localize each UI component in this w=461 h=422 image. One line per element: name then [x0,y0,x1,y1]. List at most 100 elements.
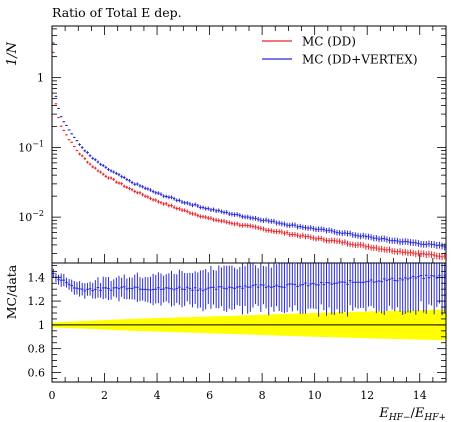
ratio-point [70,279,74,292]
data-point-mc-dd-vertex [406,238,410,246]
data-point-mc-dd [54,103,58,105]
ratio-point [196,272,200,309]
data-point-mc-dd [270,228,273,234]
ratio-point [125,278,129,300]
data-point-mc-dd-vertex [293,222,297,228]
data-point-mc-dd-vertex [414,239,418,247]
data-point-mc-dd [359,241,362,248]
ratio-point [325,263,328,316]
data-point-mc-dd [438,252,441,260]
data-point-mc-dd-vertex [162,194,165,198]
ratio-point [62,274,66,287]
ratio-point [128,277,131,300]
ratio-point [369,263,373,307]
data-point-mc-dd [396,248,399,256]
data-point-mc-dd-vertex [385,236,389,243]
ratio-point [73,281,76,295]
data-point-mc-dd-vertex [225,210,228,215]
data-point-mc-dd-vertex [201,205,205,210]
data-point-mc-dd-vertex [96,160,100,164]
x-tick-label: 6 [206,389,213,402]
data-point-mc-dd-vertex [217,208,221,213]
data-point-mc-dd-vertex [178,198,181,203]
data-point-mc-dd [351,241,355,248]
data-point-mc-dd-vertex [157,191,160,195]
ratio-point [314,263,318,310]
data-point-mc-dd-vertex [193,202,197,207]
ratio-point [283,263,286,314]
ratio-point [86,282,89,296]
data-point-mc-dd [424,251,428,258]
ratio-point [136,272,139,303]
data-point-mc-dd [338,238,341,245]
data-point-mc-dd [251,224,255,229]
ratio-point [406,263,410,313]
data-point-mc-dd-vertex [343,230,347,236]
ratio-point [285,263,289,313]
data-point-mc-dd-vertex [209,207,213,212]
data-point-mc-dd-vertex [138,184,142,188]
data-point-mc-dd [267,227,271,233]
data-point-mc-dd-vertex [422,241,425,248]
data-point-mc-dd-vertex [88,154,92,158]
data-point-mc-dd-vertex [283,221,286,227]
data-point-mc-dd [369,244,373,251]
ratio-point [138,277,142,302]
ratio-point [393,263,397,312]
ratio-point [172,274,176,306]
data-point-mc-dd [70,141,74,143]
data-point-mc-dd-vertex [136,182,139,186]
data-point-mc-dd [222,218,226,224]
data-point-mc-dd-vertex [435,242,439,249]
data-point-mc-dd-vertex [256,216,260,222]
data-point-mc-dd [256,225,260,231]
ratio-point [115,277,118,298]
data-point-mc-dd [377,245,381,253]
data-point-mc-dd-vertex [120,175,123,179]
ratio-data-markers [52,263,446,317]
data-point-mc-dd [125,185,129,189]
ratio-point [180,271,184,308]
data-point-mc-dd-vertex [411,239,415,246]
ratio-point [67,278,71,290]
ratio-point [293,263,297,306]
data-point-mc-dd [80,154,84,158]
y-tick-label: 1.2 [28,295,46,308]
data-point-mc-dd-vertex [272,218,276,224]
data-point-mc-dd [422,250,425,258]
data-point-mc-dd-vertex [298,223,302,230]
data-point-mc-dd-vertex [70,133,74,135]
data-point-mc-dd [149,196,152,201]
y-tick-label: 1.4 [28,271,46,284]
data-point-mc-dd [120,182,123,186]
ratio-point [191,273,194,308]
data-point-mc-dd-vertex [83,149,87,153]
data-point-mc-dd-vertex [206,206,210,211]
data-point-mc-dd [398,248,402,255]
ratio-point [312,263,315,309]
ratio-point [94,280,97,299]
data-point-mc-dd [249,223,252,229]
ratio-point [259,263,263,312]
y-tick-label: 10−2 [18,209,44,224]
data-point-mc-dd-vertex [251,215,255,221]
legend-label-mc-dd: MC (DD) [302,35,356,49]
data-point-mc-dd-vertex [196,203,200,208]
data-point-mc-dd-vertex [317,226,320,232]
data-point-mc-dd [409,249,412,256]
data-point-mc-dd [382,246,386,253]
data-point-mc-dd [354,242,357,249]
data-point-mc-dd [380,245,383,253]
ratio-point [275,264,278,307]
data-point-mc-dd [375,244,378,252]
ratio-point [411,263,415,312]
ratio-point [291,263,294,312]
ratio-point [246,263,249,314]
ratio-point [380,263,383,314]
ratio-point [256,268,260,306]
ratio-point [91,282,95,299]
data-point-mc-dd [312,235,315,241]
ratio-point [385,263,389,311]
ratio-point [251,263,255,308]
ratio-point [230,265,234,310]
